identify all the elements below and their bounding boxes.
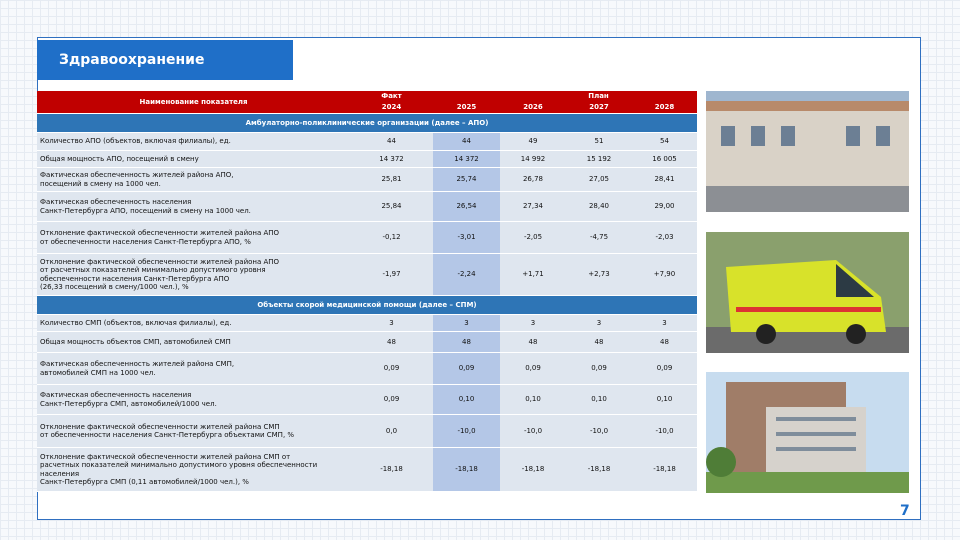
header-name: Наименование показателя [37, 91, 350, 114]
row-value: 25,84 [350, 192, 433, 222]
row-value: 14 992 [500, 151, 566, 168]
row-label: Отклонение фактической обеспеченности жи… [37, 222, 350, 254]
row-value: -4,75 [566, 222, 632, 254]
row-value: 0,09 [350, 353, 433, 385]
row-label: Количество АПО (объектов, включая филиал… [37, 133, 350, 151]
row-value: -1,97 [350, 254, 433, 296]
row-value: 3 [500, 315, 566, 332]
row-value: 27,34 [500, 192, 566, 222]
header-year: 2024 [350, 102, 433, 114]
row-value: 26,54 [433, 192, 500, 222]
row-value: 0,09 [433, 353, 500, 385]
row-value: 0,10 [433, 385, 500, 415]
row-value: +1,71 [500, 254, 566, 296]
row-value: +2,73 [566, 254, 632, 296]
photo-ambulance [706, 232, 909, 353]
row-label: Фактическая обеспеченность населения Сан… [37, 385, 350, 415]
row-value: 48 [433, 332, 500, 353]
row-value: 0,10 [500, 385, 566, 415]
row-value: 48 [566, 332, 632, 353]
row-value: -18,18 [566, 448, 632, 492]
row-value: 49 [500, 133, 566, 151]
row-value: +7,90 [632, 254, 697, 296]
row-label: Количество СМП (объектов, включая филиал… [37, 315, 350, 332]
header-year: 2025 [433, 102, 500, 114]
row-value: -2,05 [500, 222, 566, 254]
row-label: Отклонение фактической обеспеченности жи… [37, 254, 350, 296]
row-label: Фактическая обеспеченность населения Сан… [37, 192, 350, 222]
row-value: 0,09 [566, 353, 632, 385]
row-value: -0,12 [350, 222, 433, 254]
row-value: -2,03 [632, 222, 697, 254]
row-value: 3 [350, 315, 433, 332]
row-value: -18,18 [350, 448, 433, 492]
row-value: -3,01 [433, 222, 500, 254]
row-value: -18,18 [500, 448, 566, 492]
row-value: 25,74 [433, 168, 500, 192]
row-value: 14 372 [350, 151, 433, 168]
row-value: 44 [350, 133, 433, 151]
row-label: Отклонение фактической обеспеченности жи… [37, 415, 350, 448]
row-value: 48 [632, 332, 697, 353]
header-year: 2028 [632, 102, 697, 114]
row-value: 0,09 [500, 353, 566, 385]
row-value: 29,00 [632, 192, 697, 222]
section-title: Амбулаторно-поликлинические организации … [37, 114, 697, 133]
row-value: -10,0 [433, 415, 500, 448]
header-year: 2027 [566, 102, 632, 114]
page-number: 7 [900, 503, 910, 519]
row-value: 14 372 [433, 151, 500, 168]
row-value: 0,10 [566, 385, 632, 415]
row-value: 51 [566, 133, 632, 151]
slide-title: Здравоохранение [37, 40, 293, 80]
row-value: -10,0 [566, 415, 632, 448]
row-value: 16 005 [632, 151, 697, 168]
photo-building [706, 372, 909, 493]
section-title: Объекты скорой медицинской помощи (далее… [37, 296, 697, 315]
row-value: 3 [433, 315, 500, 332]
row-value: 48 [350, 332, 433, 353]
row-value: -10,0 [632, 415, 697, 448]
row-value: 54 [632, 133, 697, 151]
row-value: 3 [566, 315, 632, 332]
row-value: 27,05 [566, 168, 632, 192]
row-value: 28,40 [566, 192, 632, 222]
row-value: 28,41 [632, 168, 697, 192]
row-value: -10,0 [500, 415, 566, 448]
row-value: 3 [632, 315, 697, 332]
row-value: 0,0 [350, 415, 433, 448]
row-value: 26,78 [500, 168, 566, 192]
row-value: 15 192 [566, 151, 632, 168]
row-value: -18,18 [632, 448, 697, 492]
row-value: 48 [500, 332, 566, 353]
row-value: 0,09 [632, 353, 697, 385]
row-label: Фактическая обеспеченность жителей район… [37, 353, 350, 385]
row-label: Фактическая обеспеченность жителей район… [37, 168, 350, 192]
row-value: 25,81 [350, 168, 433, 192]
photo-clinic [706, 91, 909, 212]
row-value: -18,18 [433, 448, 500, 492]
row-label: Отклонение фактической обеспеченности жи… [37, 448, 350, 492]
header-year: 2026 [500, 102, 566, 114]
row-label: Общая мощность объектов СМП, автомобилей… [37, 332, 350, 353]
row-value: 0,09 [350, 385, 433, 415]
row-label: Общая мощность АПО, посещений в смену [37, 151, 350, 168]
row-value: 0,10 [632, 385, 697, 415]
row-value: -2,24 [433, 254, 500, 296]
row-value: 44 [433, 133, 500, 151]
